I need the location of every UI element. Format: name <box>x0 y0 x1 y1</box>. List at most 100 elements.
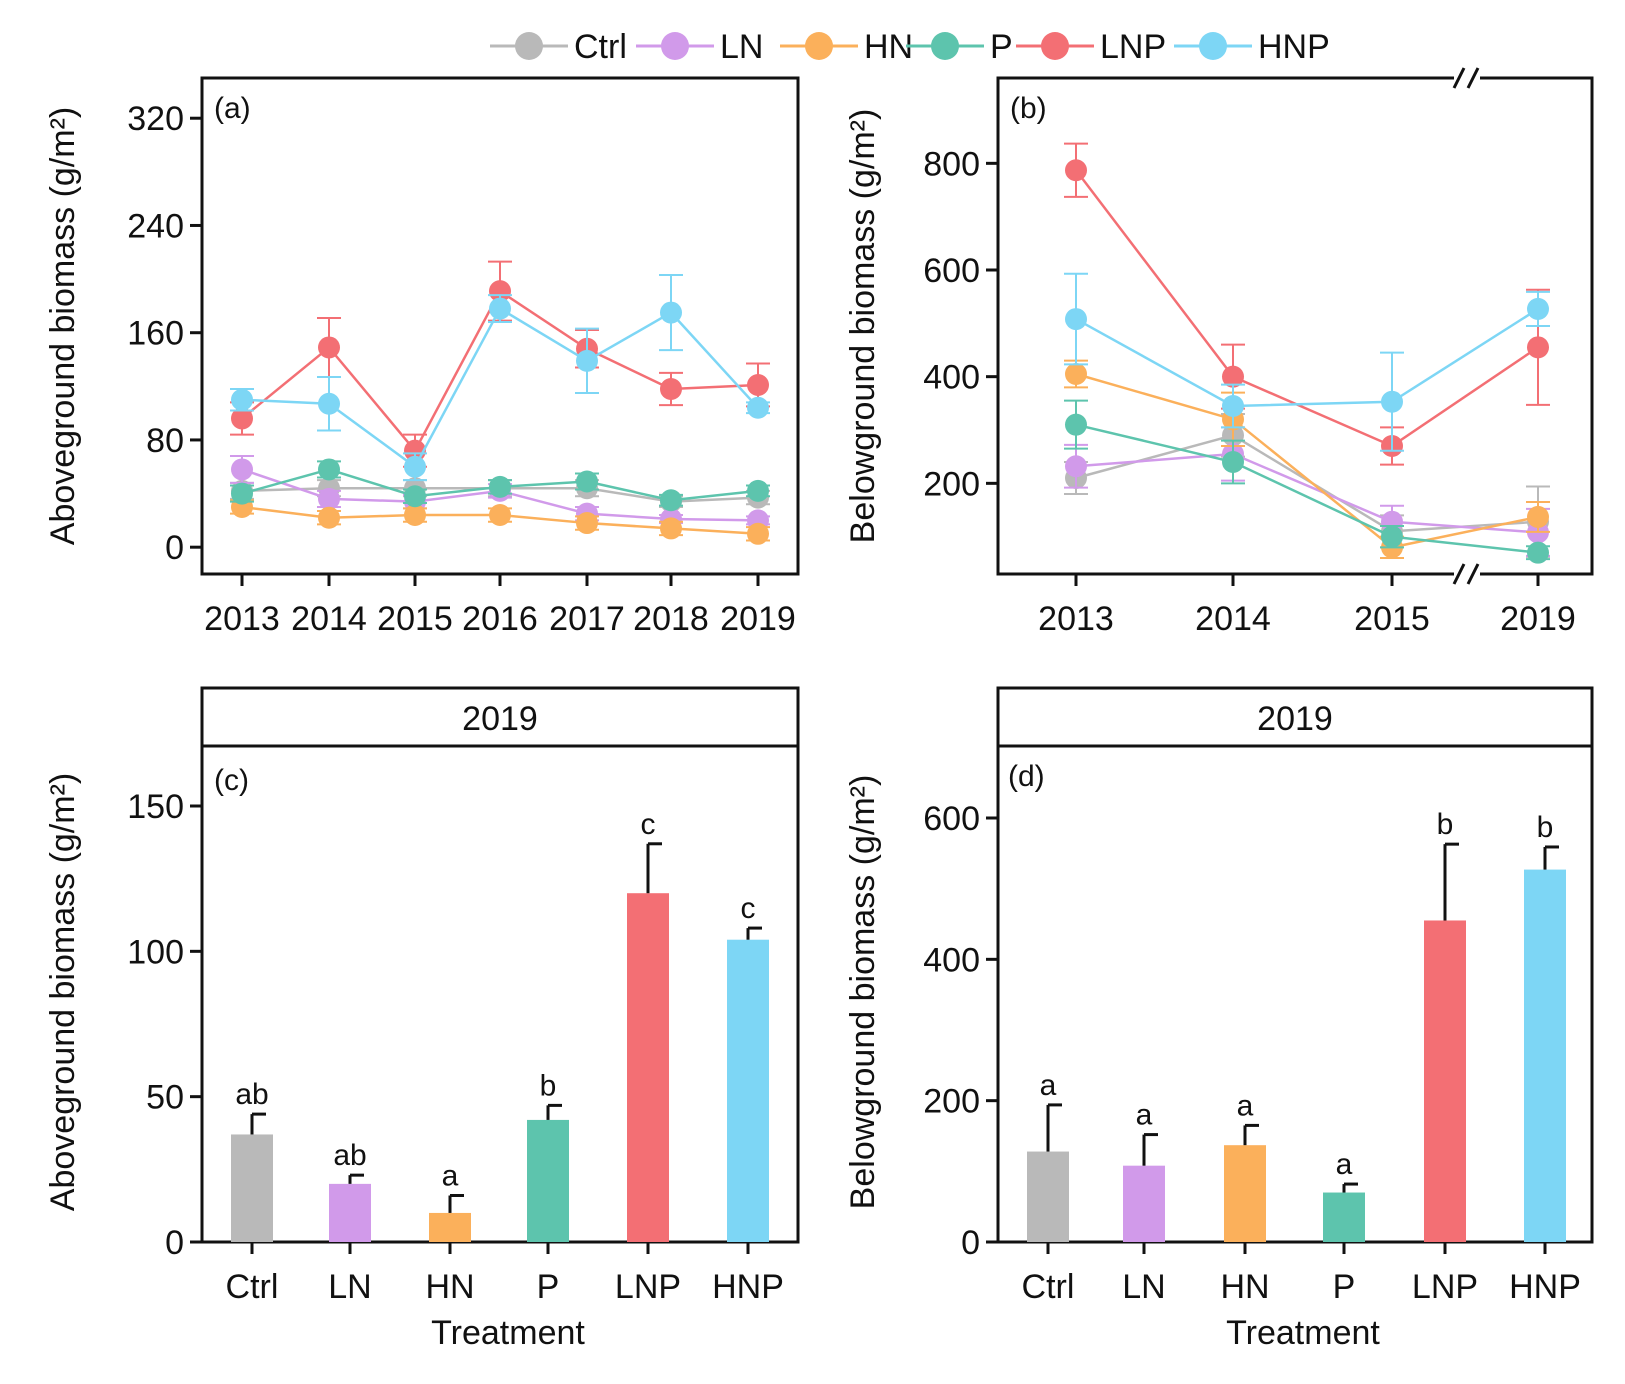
point-b-lnp <box>1222 365 1244 388</box>
series-line-b-hn <box>1075 372 1539 549</box>
point-a-lnp <box>318 336 340 359</box>
series-line-b-ctrl <box>1075 433 1539 533</box>
sig-letter-c-p: b <box>540 1069 557 1102</box>
point-a-hnp <box>747 396 769 419</box>
point-a-lnp <box>747 373 769 396</box>
point-b-lnp <box>1527 336 1549 359</box>
xtick-label-a: 2017 <box>549 600 625 638</box>
point-b-hnp <box>1381 390 1403 413</box>
panel-label-c: (c) <box>214 764 249 797</box>
point-a-p <box>404 485 426 508</box>
legend-label-hnp: HNP <box>1258 28 1330 66</box>
xtick-label-d-p: P <box>1333 1268 1356 1306</box>
xtick-label-d-hnp: HNP <box>1509 1268 1581 1306</box>
strip-c <box>200 686 800 748</box>
bar-d-ln <box>1123 1165 1165 1242</box>
ylabel-b: Belowground biomass (g/m²) <box>844 109 882 544</box>
ytick-label-b: 400 <box>923 359 980 397</box>
xtick-label-b: 2015 <box>1354 600 1430 638</box>
sig-letter-c-hnp: c <box>741 892 756 925</box>
point-a-hnp <box>318 392 340 415</box>
axis-break <box>1452 563 1466 585</box>
sig-letter-d-lnp: b <box>1437 808 1454 841</box>
bar-d-hnp <box>1524 869 1566 1242</box>
series-line-b-lnp <box>1075 169 1539 448</box>
point-a-lnp <box>489 280 511 303</box>
strip-title-c: 2019 <box>462 700 538 738</box>
xtick-label-c-hn: HN <box>425 1268 474 1306</box>
xlabel-c: Treatment <box>431 1314 585 1352</box>
bar-c-lnp <box>627 893 669 1242</box>
point-a-p <box>576 470 598 493</box>
series-line-b-ln <box>1075 452 1539 534</box>
panel-c: 2019 (c) Aboveground biomass (g/m²) Trea… <box>44 686 800 1352</box>
xtick-label-d-lnp: LNP <box>1412 1268 1478 1306</box>
xtick-label-b: 2019 <box>1500 600 1576 638</box>
point-b-lnp <box>1065 159 1087 182</box>
point-b-hn <box>1065 363 1087 385</box>
ylabel-a: Aboveground biomass (g/m²) <box>44 107 82 545</box>
point-b-hn <box>1527 505 1549 528</box>
point-b-p <box>1381 525 1403 548</box>
point-a-hnp <box>231 388 253 411</box>
panel-d: 2019 (d) Belowground biomass (g/m²) Trea… <box>844 686 1594 1352</box>
point-b-p <box>1065 413 1087 436</box>
panel-label-d: (d) <box>1008 760 1045 793</box>
legend-marker-ctrl <box>515 32 543 60</box>
sig-letter-d-hn: a <box>1237 1089 1254 1122</box>
ytick-label-a: 240 <box>127 207 184 245</box>
point-a-hnp <box>576 349 598 372</box>
point-a-p <box>489 475 511 498</box>
point-a-hnp <box>489 297 511 320</box>
ytick-label-c: 0 <box>165 1224 184 1262</box>
bar-d-ctrl <box>1027 1151 1069 1242</box>
xtick-label-c-lnp: LNP <box>615 1268 681 1306</box>
point-b-hnp <box>1065 308 1087 331</box>
bar-d-p <box>1323 1192 1365 1242</box>
legend-marker-p <box>931 32 959 60</box>
ytick-label-a: 160 <box>127 315 184 353</box>
ylabel-c: Aboveground biomass (g/m²) <box>44 773 82 1211</box>
xtick-label-d-ctrl: Ctrl <box>1022 1268 1075 1306</box>
plot-frame-b <box>996 76 1594 576</box>
plot-frame-c <box>200 744 800 1244</box>
point-a-hn <box>747 522 769 545</box>
xtick-label-c-ln: LN <box>328 1268 371 1306</box>
sig-letter-c-hn: a <box>442 1159 459 1192</box>
xtick-label-b: 2014 <box>1195 600 1271 638</box>
ytick-label-b: 600 <box>923 252 980 290</box>
series-line-b-p <box>1075 423 1539 554</box>
point-b-hnp <box>1222 395 1244 417</box>
point-a-lnp <box>231 407 253 430</box>
legend: Ctrl LN HN P LNP HNP <box>490 28 1330 66</box>
panel-label-a: (a) <box>214 92 251 125</box>
ytick-label-b: 800 <box>923 145 980 183</box>
xtick-label-a: 2016 <box>462 600 538 638</box>
sig-letter-d-p: a <box>1336 1148 1353 1181</box>
legend-label-ctrl: Ctrl <box>574 28 627 66</box>
point-a-hn <box>318 506 340 529</box>
ytick-label-d: 400 <box>923 941 980 979</box>
bar-c-p <box>527 1119 569 1242</box>
legend-label-p: P <box>990 28 1013 66</box>
legend-label-lnp: LNP <box>1100 28 1166 66</box>
ytick-label-a: 320 <box>127 100 184 138</box>
panel-a: (a) Aboveground biomass (g/m²) 0 80 160 240… <box>44 76 800 638</box>
axis-break <box>1452 67 1466 89</box>
xtick-label-a: 2015 <box>377 600 453 638</box>
ytick-label-a: 0 <box>165 529 184 567</box>
sig-letter-c-ln: ab <box>333 1139 366 1172</box>
xtick-label-c-p: P <box>537 1268 560 1306</box>
point-a-p <box>660 489 682 512</box>
ytick-label-d: 200 <box>923 1083 980 1121</box>
xtick-label-b: 2013 <box>1038 600 1114 638</box>
xtick-label-c-ctrl: Ctrl <box>226 1268 279 1306</box>
point-b-p <box>1527 541 1549 564</box>
legend-marker-lnp <box>1041 32 1069 60</box>
panel-label-b: (b) <box>1010 92 1047 125</box>
point-a-hn <box>660 517 682 540</box>
bar-c-ln <box>329 1183 371 1242</box>
ytick-label-a: 80 <box>146 422 184 460</box>
bar-d-hn <box>1224 1145 1266 1242</box>
point-a-hnp <box>660 301 682 324</box>
